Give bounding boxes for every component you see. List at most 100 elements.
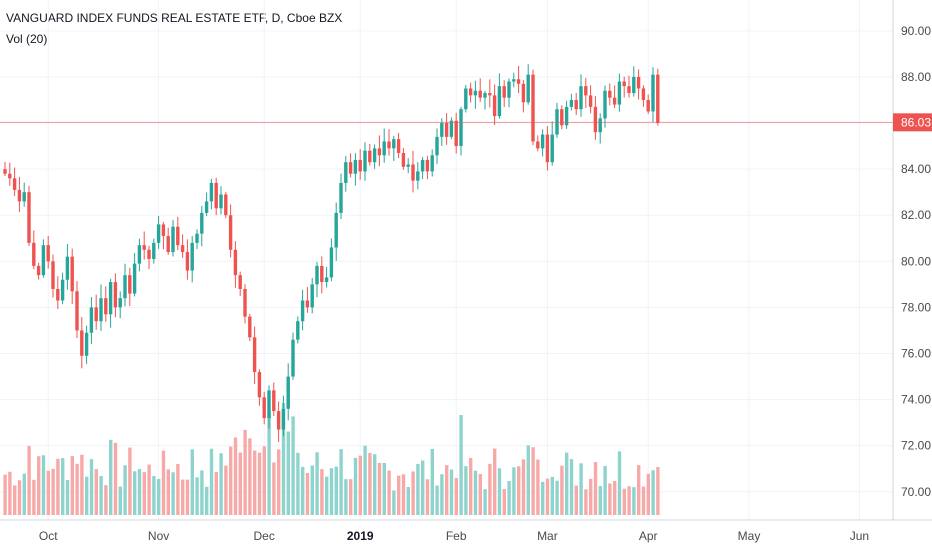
volume-bar [574, 485, 578, 515]
volume-bar [27, 445, 31, 515]
candle-body [65, 256, 70, 280]
candle [180, 234, 185, 258]
candle [315, 261, 319, 298]
candle [502, 80, 506, 108]
time-tick-label: Feb [446, 529, 467, 543]
candle [483, 90, 487, 110]
volume-bar [622, 488, 626, 515]
candle [444, 113, 449, 145]
time-tick-label: Mar [537, 529, 558, 543]
volume-bar [325, 476, 329, 515]
candle-body [132, 263, 137, 294]
candle [492, 84, 497, 125]
candle-body [147, 249, 151, 259]
candle [334, 202, 338, 261]
candle [406, 158, 410, 174]
volume-bar [641, 486, 646, 515]
candle-body [152, 242, 156, 259]
candle-body [233, 249, 238, 276]
candle-body [435, 136, 439, 156]
volume-bar [3, 474, 7, 515]
candle [464, 84, 468, 113]
volume-bar [478, 474, 482, 515]
candle-body [118, 298, 122, 308]
candle [281, 395, 286, 437]
candle [377, 135, 382, 167]
candle-body [17, 189, 22, 202]
price-tick-label: 72.00 [901, 439, 931, 453]
candle-body [617, 81, 622, 105]
volume-bar [392, 490, 396, 515]
volume-bar [406, 486, 410, 515]
volume-bar [363, 445, 367, 515]
volume-bar [219, 453, 223, 515]
candle-body [526, 74, 530, 103]
candle-body [324, 277, 329, 283]
volume-bar [627, 486, 631, 515]
candle [440, 118, 444, 146]
time-tick-label: Apr [639, 529, 658, 543]
last-price-value: 86.03 [901, 115, 931, 129]
volume-bar [281, 403, 286, 515]
candle [41, 239, 46, 278]
candle [3, 162, 7, 177]
volume-bar [104, 485, 108, 515]
candle [560, 105, 564, 130]
candle-body [406, 164, 410, 167]
candle-body [99, 298, 103, 322]
candle-body [411, 164, 415, 181]
candle-body [358, 159, 362, 172]
candle-body [440, 123, 444, 137]
volume-bar [22, 473, 26, 515]
candle-body [209, 182, 214, 202]
price-axis[interactable]: 70.00 72.00 74.00 76.00 78.00 80.00 82.00 84.00… [901, 24, 931, 499]
volume-bar [377, 462, 382, 515]
candle-body [387, 141, 391, 149]
candle-body [598, 118, 602, 133]
volume-bar [181, 479, 185, 515]
candle-body [420, 159, 425, 172]
volume-bar [382, 462, 386, 515]
volume-bar [61, 458, 65, 515]
volume-bar [205, 486, 209, 515]
candle-body [281, 408, 286, 430]
candle-body [200, 212, 204, 234]
volume-bar [113, 442, 118, 515]
volume-bar [65, 479, 70, 515]
candle-body [540, 134, 545, 149]
candle [392, 135, 396, 161]
volume-bar [593, 462, 598, 515]
candle-body [396, 139, 401, 153]
volume-bar [133, 471, 137, 515]
volume-bar [589, 478, 593, 515]
candle [363, 142, 367, 181]
candle-body [593, 106, 598, 133]
volume-bar [445, 465, 449, 515]
volume-bar [171, 472, 175, 515]
candle-body [622, 81, 626, 87]
candle-body [353, 159, 358, 174]
candle-body [574, 99, 578, 110]
candle [608, 83, 612, 106]
candle-body [248, 316, 252, 338]
candle-body [473, 90, 478, 96]
candle [238, 271, 242, 296]
candle-body [75, 291, 79, 331]
candle [449, 117, 454, 140]
candle-body [488, 93, 492, 96]
volume-bar [291, 416, 295, 515]
price-tick-label: 84.00 [901, 162, 931, 176]
candle [200, 205, 204, 247]
time-axis[interactable]: Oct Nov Dec 2019 Feb Mar Apr May Jun [39, 529, 869, 543]
candle-body [291, 339, 295, 377]
candle [372, 144, 377, 169]
volume-bar [608, 483, 612, 515]
candle [473, 80, 478, 109]
candle [142, 231, 146, 260]
candle [622, 76, 626, 98]
candle [358, 149, 362, 180]
volume-bar [416, 463, 420, 515]
candle-body [267, 390, 271, 419]
volume-bar [353, 457, 358, 515]
